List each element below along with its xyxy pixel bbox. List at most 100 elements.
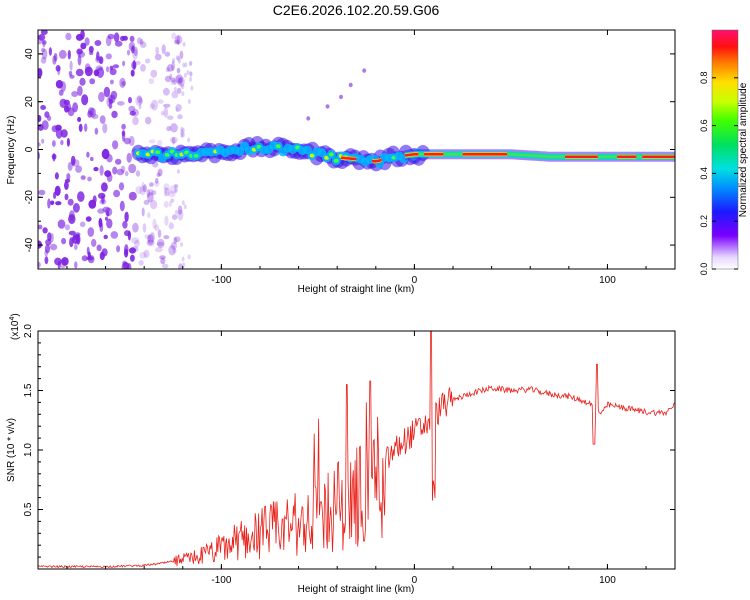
spectrogram-panel: -100 0 100 -40 -20 0 20 40 Height of straight … (6, 29, 676, 295)
noise-blob (142, 223, 147, 233)
colorbar-gradient (712, 30, 738, 269)
noise-blob (91, 113, 99, 120)
noise-blob (109, 68, 117, 76)
noise-blob (129, 35, 135, 43)
noise-blob (173, 183, 179, 188)
noise-blob (155, 177, 159, 184)
noise-blob (162, 263, 169, 269)
noise-blob (41, 48, 48, 60)
noise-blob (70, 155, 76, 166)
x-tick-label: -100 (211, 575, 231, 586)
noise-blob (89, 107, 97, 118)
noise-blob (131, 61, 137, 70)
noise-blob (128, 135, 135, 147)
ridge-hot-red (341, 156, 357, 161)
noise-blob (44, 256, 49, 265)
noise-blob (75, 165, 83, 173)
colorbar-tick-label: 0.0 (699, 263, 709, 276)
noise-blob (169, 185, 177, 194)
noise-blob (173, 86, 177, 92)
noise-blob (148, 139, 156, 144)
noise-blob (130, 254, 135, 262)
noise-blob (64, 181, 69, 190)
noise-blob (172, 214, 178, 220)
noise-blob (147, 234, 151, 243)
noise-blob (58, 49, 67, 59)
noise-blob (40, 105, 46, 110)
ridge-peak (333, 158, 339, 163)
noise-blob (157, 229, 162, 238)
noise-blob (174, 236, 181, 243)
x-tick-label: 0 (412, 275, 418, 286)
noise-blob (55, 201, 62, 206)
noise-blob (88, 199, 97, 209)
noise-blob (77, 54, 82, 66)
noise-blob (152, 218, 157, 229)
noise-blob (163, 103, 171, 108)
noise-blob (131, 45, 135, 54)
noise-blob (80, 30, 85, 40)
y-tick-label: 1.5 (23, 383, 34, 397)
ridge-hot-red (404, 153, 419, 157)
noise-blob (171, 137, 176, 145)
noise-blob (187, 254, 191, 260)
snr-series (38, 331, 675, 569)
noise-blob (81, 255, 88, 262)
noise-blob (54, 172, 59, 180)
noise-blob (98, 56, 104, 65)
noise-blob (94, 40, 102, 46)
noise-blob (164, 51, 171, 57)
y-tick-label: 0.5 (23, 502, 34, 516)
noise-blob (147, 212, 151, 219)
noise-blob (45, 239, 52, 246)
noise-blob (177, 114, 183, 120)
noise-blob (41, 40, 47, 45)
noise-blob (154, 224, 159, 231)
noise-blob (169, 73, 173, 80)
noise-blob (140, 64, 146, 72)
y-tick-label: 20 (24, 96, 35, 108)
noise-blob (168, 201, 172, 207)
noise-blob (84, 66, 93, 77)
noise-blob (105, 35, 112, 47)
noise-blob (173, 79, 177, 85)
noise-blob (112, 64, 120, 69)
noise-blob (180, 242, 183, 248)
noise-blob (87, 107, 95, 116)
snr-x-ticks: -100 0 100 (66, 331, 647, 586)
noise-blob (157, 238, 165, 249)
noise-blob (38, 115, 42, 122)
noise-blob (59, 98, 67, 109)
ridge-peak (309, 153, 315, 158)
noise-blob (170, 198, 175, 203)
noise-blob (89, 78, 96, 85)
noise-blob (54, 185, 61, 196)
spectrogram-noise (38, 30, 367, 269)
noise-blob (41, 138, 45, 144)
x-tick-label: -100 (211, 275, 231, 286)
noise-blob (177, 169, 180, 174)
snr-y-ticks: 0.5 1.0 1.5 2.0 (23, 324, 675, 558)
noise-blob (132, 48, 138, 60)
noise-blob (55, 124, 62, 131)
noise-blob (128, 41, 136, 52)
spectrogram-ridge (131, 136, 675, 172)
y-tick-label: 40 (24, 48, 35, 60)
noise-blob (174, 184, 178, 194)
noise-blob (66, 137, 70, 147)
noise-blob (96, 51, 100, 61)
noise-blob (168, 245, 176, 256)
noise-blob (167, 64, 174, 72)
noise-blob (163, 107, 169, 118)
noise-blob (101, 182, 108, 192)
noise-blob (67, 198, 74, 206)
noise-blob (81, 94, 89, 106)
noise-blob (38, 33, 46, 41)
noise-blob (172, 57, 176, 63)
noise-blob (161, 44, 166, 55)
noise-blob (65, 32, 72, 41)
artifact-dot (339, 94, 344, 100)
noise-blob (79, 221, 86, 228)
artifact-dot (306, 116, 311, 121)
snr-scale-base: (x10 (10, 320, 21, 340)
